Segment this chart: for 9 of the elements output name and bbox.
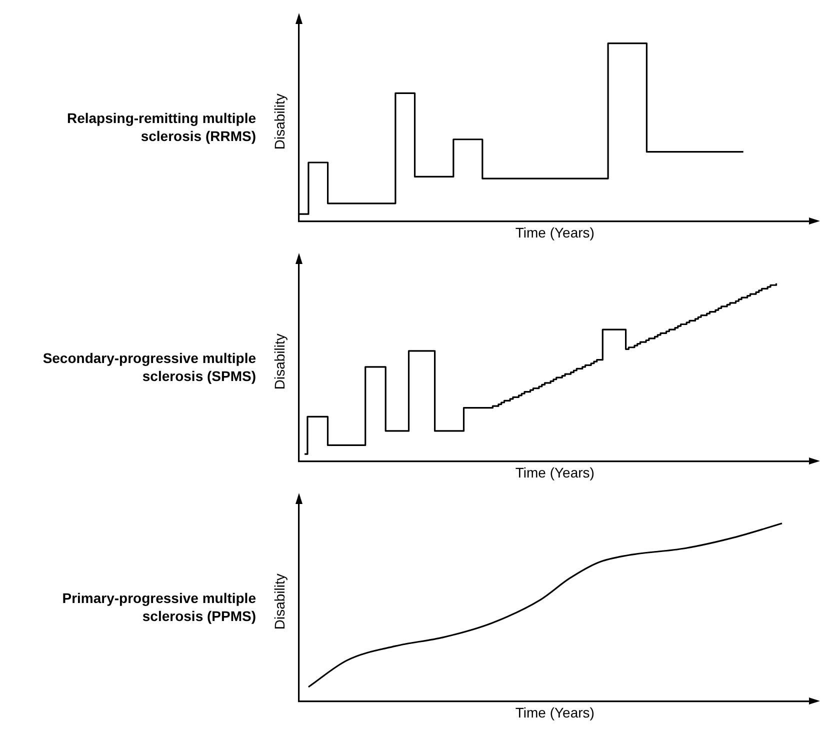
y-axis-title: Disability: [271, 94, 288, 150]
text: Primary-progressive multiple sclerosis (PPMS): [61, 589, 257, 625]
x-axis-title: Time (Years): [515, 464, 594, 480]
text: Relapsing-remitting multiple sclerosis (RRMS): [66, 109, 257, 145]
x-axis-title: Time (Years): [515, 704, 594, 720]
y-axis-title: Disability: [271, 574, 288, 630]
x-axis-title: Time (Years): [515, 224, 594, 240]
text: Secondary-progressive multiple sclerosis (SPMS): [42, 349, 257, 385]
y-axis-title: Disability: [271, 334, 288, 390]
